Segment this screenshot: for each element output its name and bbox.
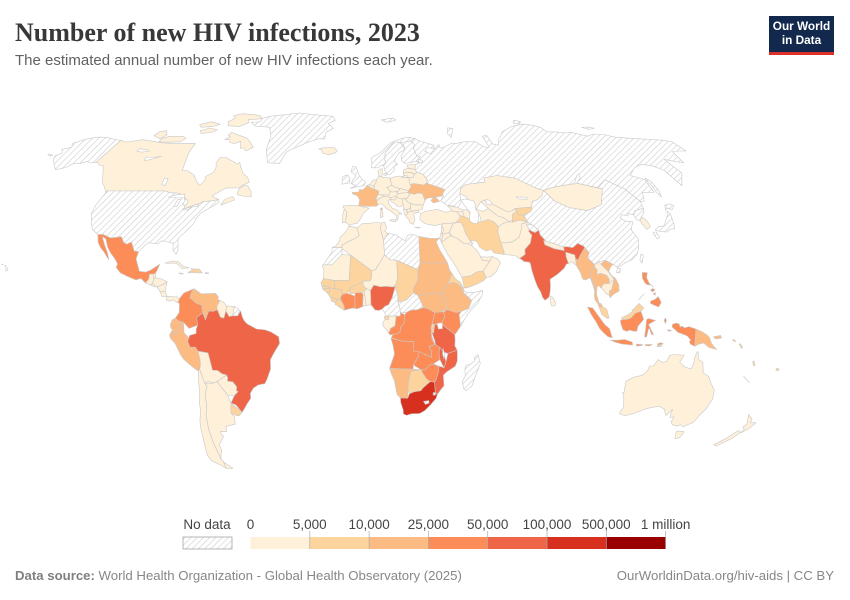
svg-text:500,000: 500,000 [582,517,631,532]
svg-text:5,000: 5,000 [293,517,327,532]
svg-text:100,000: 100,000 [523,517,572,532]
svg-text:0: 0 [247,517,255,532]
svg-text:25,000: 25,000 [408,517,449,532]
svg-text:50,000: 50,000 [467,517,508,532]
svg-text:No data: No data [183,517,231,532]
svg-text:1 million: 1 million [641,517,691,532]
svg-text:10,000: 10,000 [348,517,389,532]
